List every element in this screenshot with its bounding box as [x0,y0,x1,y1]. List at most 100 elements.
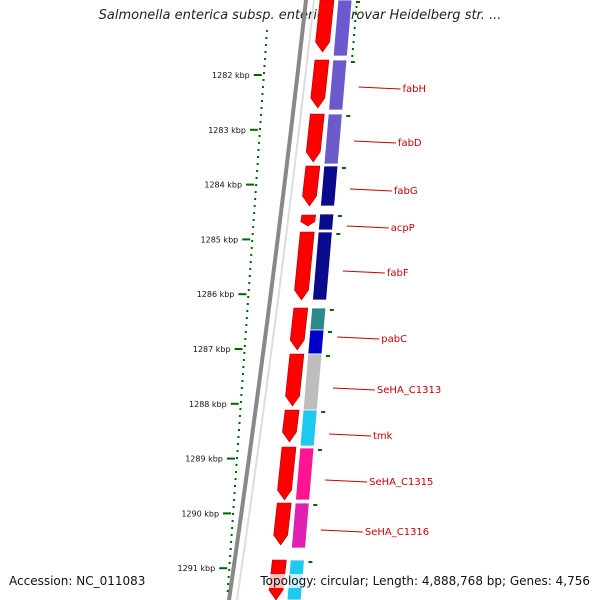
scale-dot [240,394,243,396]
scale-dot [262,72,265,74]
cog-segment [299,409,318,447]
gene-arrow [305,113,325,163]
scale-dot [250,254,253,256]
kbp-label: 1291 kbp [178,564,216,573]
gene-arrow [294,231,315,301]
scale-dot [253,212,256,214]
gene-arrow [285,353,305,407]
gene-leader-line [346,225,389,229]
scale-dot [236,443,239,445]
scale-dot [235,464,238,466]
scale-dot [252,226,255,228]
edge-dot [353,27,356,29]
scale-dot [241,373,244,375]
scale-dot [229,548,232,550]
kbp-label: 1289 kbp [185,455,223,464]
scale-dot [236,450,239,452]
kbp-label: 1286 kbp [197,290,235,299]
backbone-inner [236,0,315,600]
edge-dot [353,34,356,36]
scale-dot [265,30,268,32]
scale-dot [261,100,263,102]
scale-dot [260,107,263,109]
scale-dot [244,331,247,333]
kbp-label: 1283 kbp [208,126,246,135]
scale-dot [234,478,237,480]
gene-leader-line [320,529,363,533]
cog-segment [307,329,325,355]
scale-dot [242,359,245,361]
gene-arrow [302,165,321,207]
cog-segment [295,447,315,501]
scale-dot [255,184,258,186]
scale-dot [228,569,231,571]
gene-label: fabG [394,186,418,197]
gene-arrow [289,307,309,351]
cog-segment [290,502,310,549]
scale-dot [243,352,246,354]
kbp-label: 1282 kbp [212,71,250,80]
gene-leader-line [332,387,375,391]
gene-label: pabC [381,334,407,345]
scale-dot [256,163,259,165]
scale-dot [230,534,233,536]
gene-arrow [282,409,300,443]
scale-dot [233,499,236,501]
kbp-label: 1285 kbp [201,235,239,244]
gene-leader-line [337,336,380,340]
accession-text: Accession: NC_011083 [9,574,146,588]
kbp-label: 1284 kbp [204,181,242,190]
cog-segment [332,0,353,57]
map-title: Salmonella enterica subsp. enterica sero… [98,8,502,23]
scale-dot [238,415,241,417]
cog-segment [318,213,335,231]
scale-dot [254,198,257,200]
kbp-label: 1287 kbp [193,345,231,354]
scale-dot [251,233,254,235]
gene-label: fabF [387,268,409,279]
scale-dot [259,128,262,130]
scale-dot [260,114,263,116]
gene-arrow [310,59,330,109]
cog-segment [323,113,343,165]
scale-dot [255,177,258,179]
scale-dot [235,471,238,473]
scale-dot [249,261,252,263]
scale-dot [237,429,240,431]
scale-dot [234,485,237,487]
gene-label: fabD [398,138,422,149]
scale-dot [239,408,242,410]
scale-dot [254,191,257,193]
scale-dot [232,506,235,508]
gene-label: fabH [403,84,427,95]
scale-dot [263,58,266,60]
scale-dot [257,149,260,151]
kbp-label: 1290 kbp [181,509,219,518]
gene-label: SeHA_C1315 [369,477,433,488]
scale-dot [261,86,264,88]
gene-leader-line [358,86,401,90]
gene-arrow [300,214,317,227]
gene-leader-line [353,140,396,144]
scale-dot [226,590,229,592]
cog-segment [320,165,339,207]
scale-dot [250,247,253,249]
cog-segment [312,231,333,301]
scale-dot [238,422,241,424]
scale-dot [233,492,236,494]
scale-dot [243,345,246,347]
scale-dot [251,240,254,242]
scale-dot [258,135,261,137]
cog-category-ring [286,0,360,600]
scale-dot [249,268,252,270]
kbp-label: 1288 kbp [189,400,227,409]
scale-dot [229,555,232,557]
edge-dot [354,20,357,22]
gene-arrow [315,0,335,53]
gene-leader-line [325,479,368,483]
backbone-line [227,0,315,600]
scale-dot [239,401,242,403]
scale-dot [241,380,244,382]
gene-arrow [273,502,292,546]
